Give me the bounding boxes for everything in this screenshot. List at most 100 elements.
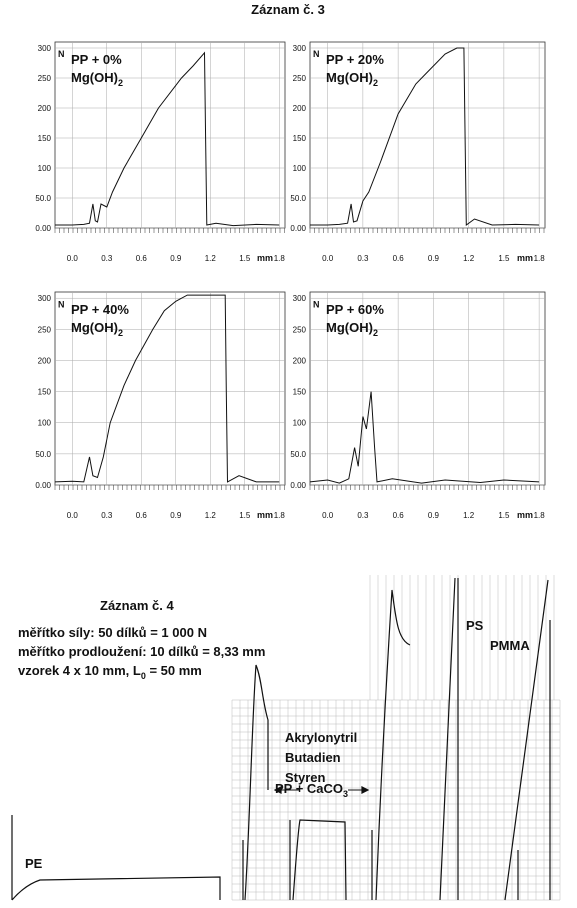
panel-label: PP + 40% (71, 302, 129, 317)
sample-text: vzorek 4 x 10 mm, L (18, 663, 141, 678)
y-axis-unit: N (58, 49, 65, 59)
y-tick-label: 0.00 (290, 224, 306, 233)
y-tick-label: 100 (38, 164, 52, 173)
x-tick-label: 0.9 (170, 254, 182, 263)
sample-end: = 50 mm (146, 663, 202, 678)
sublabel-text: Mg(OH) (71, 70, 118, 85)
y-tick-label: 50.0 (35, 194, 51, 203)
recorder-grid (231, 575, 561, 901)
panel-label: PP + 20% (326, 52, 384, 67)
y-axis-unit: N (313, 300, 320, 310)
trace-pe (11, 815, 221, 901)
x-tick-label: 1.5 (239, 511, 251, 520)
x-axis-unit: mm (257, 510, 273, 520)
y-tick-label: 200 (293, 104, 307, 113)
x-tick-label: 0.3 (101, 511, 113, 520)
panel-label: PP + 60% (326, 302, 384, 317)
y-tick-label: 150 (293, 134, 307, 143)
x-tick-label: 1.8 (534, 511, 546, 520)
trace-abs (242, 664, 269, 901)
figure-title: Záznam č. 3 (251, 2, 325, 17)
record-title: Záznam č. 4 (100, 598, 174, 613)
panel-sublabel: Mg(OH)2 (71, 70, 123, 88)
x-tick-label: 1.2 (463, 511, 475, 520)
scale-line: měřítko prodloužení: 10 dílků = 8,33 mm (18, 644, 265, 659)
x-axis-unit: mm (517, 510, 533, 520)
trace-pp (289, 819, 347, 901)
pp-sub: 3 (343, 789, 348, 799)
label-pe: PE (25, 856, 43, 871)
x-axis-unit: mm (517, 253, 533, 263)
x-tick-label: 0.0 (322, 511, 334, 520)
scale-line: měřítko síly: 50 dílků = 1 000 N (18, 625, 207, 640)
y-tick-label: 250 (293, 325, 307, 334)
trace-abs2 (371, 589, 411, 901)
sublabel-text: Mg(OH) (71, 320, 118, 335)
y-axis-unit: N (313, 49, 320, 59)
y-tick-label: 200 (293, 356, 307, 365)
y-tick-label: 200 (38, 104, 52, 113)
y-tick-label: 150 (38, 134, 52, 143)
label-abs: Styren (285, 770, 326, 785)
y-tick-label: 50.0 (290, 450, 306, 459)
panel-sublabel: Mg(OH)2 (326, 320, 378, 338)
sublabel-sub: 2 (118, 78, 123, 88)
curve (55, 51, 280, 227)
x-tick-label: 0.9 (428, 511, 440, 520)
y-tick-label: 300 (38, 294, 52, 303)
x-tick-label: 0.3 (357, 511, 369, 520)
sublabel-sub: 2 (373, 328, 378, 338)
sublabel-text: Mg(OH) (326, 70, 373, 85)
sublabel-text: Mg(OH) (326, 320, 373, 335)
x-tick-label: 1.8 (274, 254, 286, 263)
x-axis-unit: mm (257, 253, 273, 263)
x-tick-label: 1.8 (274, 511, 286, 520)
panel-sublabel: Mg(OH)2 (71, 320, 123, 338)
record-4: Záznam č. 4 měřítko síly: 50 dílků = 1 0… (11, 575, 561, 901)
x-tick-label: 1.5 (498, 511, 510, 520)
pp-text: PP + CaCO (275, 781, 343, 796)
x-tick-label: 0.9 (428, 254, 440, 263)
recorder-traces (11, 577, 551, 901)
arrow-heads (273, 786, 370, 794)
label-abs: Akrylonytril (285, 730, 357, 745)
x-tick-label: 0.9 (170, 511, 182, 520)
x-tick-label: 0.6 (393, 254, 405, 263)
x-tick-label: 1.2 (205, 254, 217, 263)
label-ps: PS (466, 618, 484, 633)
curve (54, 294, 280, 483)
x-tick-label: 0.0 (67, 254, 79, 263)
x-tick-label: 0.0 (322, 254, 334, 263)
y-tick-label: 150 (293, 388, 307, 397)
x-tick-label: 1.2 (463, 254, 475, 263)
label-pp: PP + CaCO3 (275, 781, 348, 799)
y-tick-label: 300 (293, 44, 307, 53)
curve (310, 47, 540, 226)
panel: 0.00 50.0 100 150 200 250 300 0.0 0.3 0.6 0.9 1.2 1.… (290, 291, 546, 520)
y-tick-label: 300 (38, 44, 52, 53)
trace-ps (439, 577, 459, 901)
panel-sublabel: Mg(OH)2 (326, 70, 378, 88)
y-tick-label: 250 (38, 74, 52, 83)
sample-sub: 0 (141, 671, 146, 681)
x-tick-label: 0.3 (101, 254, 113, 263)
y-tick-label: 0.00 (35, 481, 51, 490)
label-pmma: PMMA (490, 638, 530, 653)
sample-line: vzorek 4 x 10 mm, L0 = 50 mm (18, 663, 202, 681)
y-tick-label: 0.00 (35, 224, 51, 233)
x-tick-label: 0.3 (357, 254, 369, 263)
x-tick-label: 0.6 (393, 511, 405, 520)
x-tick-label: 0.6 (136, 254, 148, 263)
y-tick-label: 100 (38, 419, 52, 428)
y-tick-label: 300 (293, 294, 307, 303)
trace-pmma (504, 579, 551, 901)
y-axis-unit: N (58, 300, 65, 310)
curve (309, 391, 540, 484)
x-tick-label: 1.8 (534, 254, 546, 263)
x-tick-label: 0.6 (136, 511, 148, 520)
x-tick-label: 0.0 (67, 511, 79, 520)
y-tick-label: 250 (293, 74, 307, 83)
x-tick-label: 1.5 (498, 254, 510, 263)
label-abs: Butadien (285, 750, 341, 765)
y-tick-label: 50.0 (35, 450, 51, 459)
